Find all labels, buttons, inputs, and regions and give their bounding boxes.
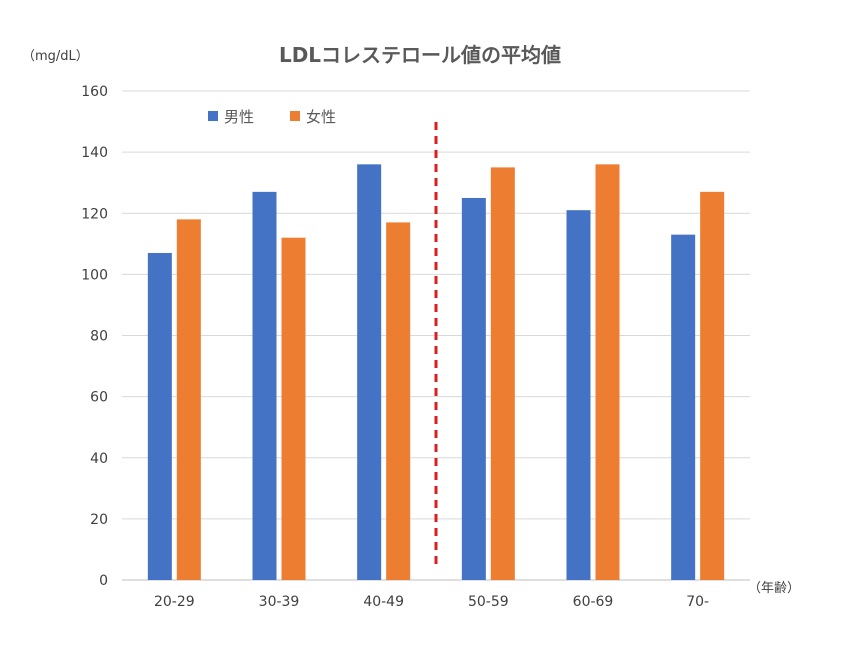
- legend-swatch-female: [290, 111, 300, 121]
- bar-male-20-29: [147, 252, 172, 580]
- chart-title: LDLコレステロール値の平均値: [279, 43, 561, 67]
- bar-female-30-39: [281, 237, 306, 580]
- x-tick-label: 60-69: [573, 594, 614, 610]
- bar-female-40-49: [386, 222, 411, 580]
- legend-label-female: 女性: [306, 108, 336, 126]
- legend-label-male: 男性: [224, 108, 254, 126]
- x-tick-label: 20-29: [154, 594, 195, 610]
- y-axis-unit-label: （mg/dL）: [22, 49, 89, 64]
- x-tick-label: 40-49: [363, 594, 404, 610]
- y-tick-label: 100: [81, 267, 108, 283]
- bar-male-40-49: [357, 164, 382, 580]
- legend: 男性 女性: [208, 108, 336, 126]
- y-tick-label: 60: [90, 390, 108, 406]
- y-tick-label: 120: [81, 206, 108, 222]
- bar-female-60-69: [595, 164, 620, 580]
- x-tick-label: 50-59: [468, 594, 509, 610]
- y-tick-label: 140: [81, 145, 108, 161]
- x-axis-unit-label: （年齢）: [748, 581, 800, 596]
- bar-male-30-39: [252, 191, 277, 580]
- x-tick-label: 30-39: [259, 594, 300, 610]
- y-tick-label: 0: [99, 573, 108, 589]
- bars: [147, 164, 725, 581]
- y-tick-label: 80: [90, 329, 108, 345]
- bar-male-60-69: [566, 210, 591, 580]
- bar-female-50-59: [490, 167, 515, 580]
- bar-female-70-: [700, 191, 725, 580]
- legend-swatch-male: [208, 111, 218, 121]
- bar-female-20-29: [176, 219, 201, 581]
- x-tick-label: 70-: [686, 594, 709, 610]
- y-tick-label: 20: [90, 512, 108, 528]
- bar-male-50-59: [461, 197, 486, 580]
- y-axis-ticks: 0 20 40 60 80 100 120 140 160: [81, 84, 108, 589]
- x-axis-ticks: 20-29 30-39 40-49 50-59 60-69 70-: [154, 594, 709, 610]
- bar-male-70-: [671, 234, 696, 581]
- y-tick-label: 160: [81, 84, 108, 100]
- y-tick-label: 40: [90, 451, 108, 467]
